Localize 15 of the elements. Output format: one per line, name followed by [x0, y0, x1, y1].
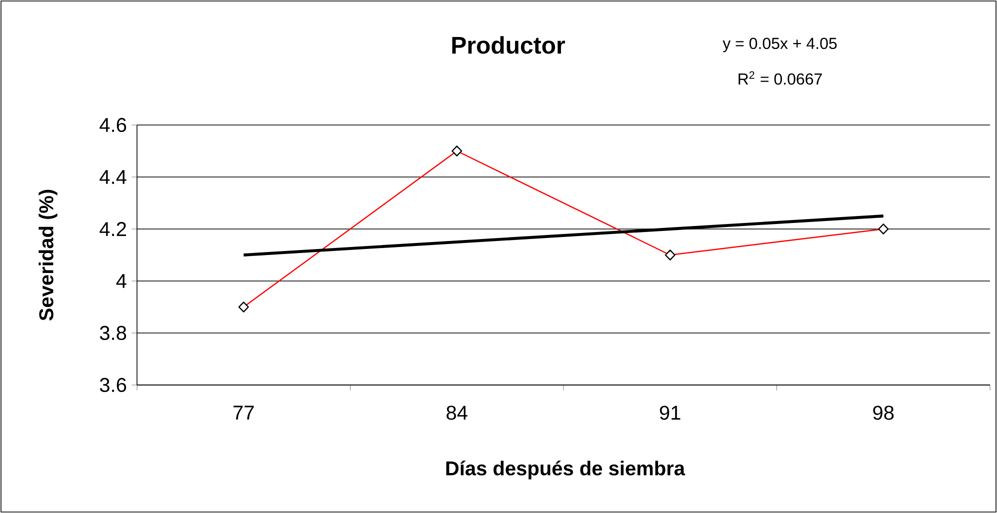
text: R$^{2}$ = 0.0667 [738, 71, 822, 85]
chart-title: Productor [452, 36, 565, 54]
text: y = 0.05x + 4.05 [722, 38, 837, 52]
y-tick-label: 4.4 [100, 170, 126, 184]
x-tick-label: 77 [234, 406, 254, 420]
x-axis-title: Días después de siembra [446, 460, 686, 480]
x-tick-label: 91 [660, 406, 680, 420]
y-tick-label: 4 [116, 274, 126, 288]
x-tick-label: 98 [873, 406, 894, 420]
y-tick-label: 3.8 [100, 326, 126, 340]
x-tick-label: 84 [446, 406, 468, 420]
y-axis-title: Severidad (%) [38, 190, 58, 321]
y-tick-label: 3.6 [100, 378, 126, 392]
y-tick-label: 4.6 [100, 118, 126, 132]
y-tick-label: 4.2 [100, 222, 126, 236]
